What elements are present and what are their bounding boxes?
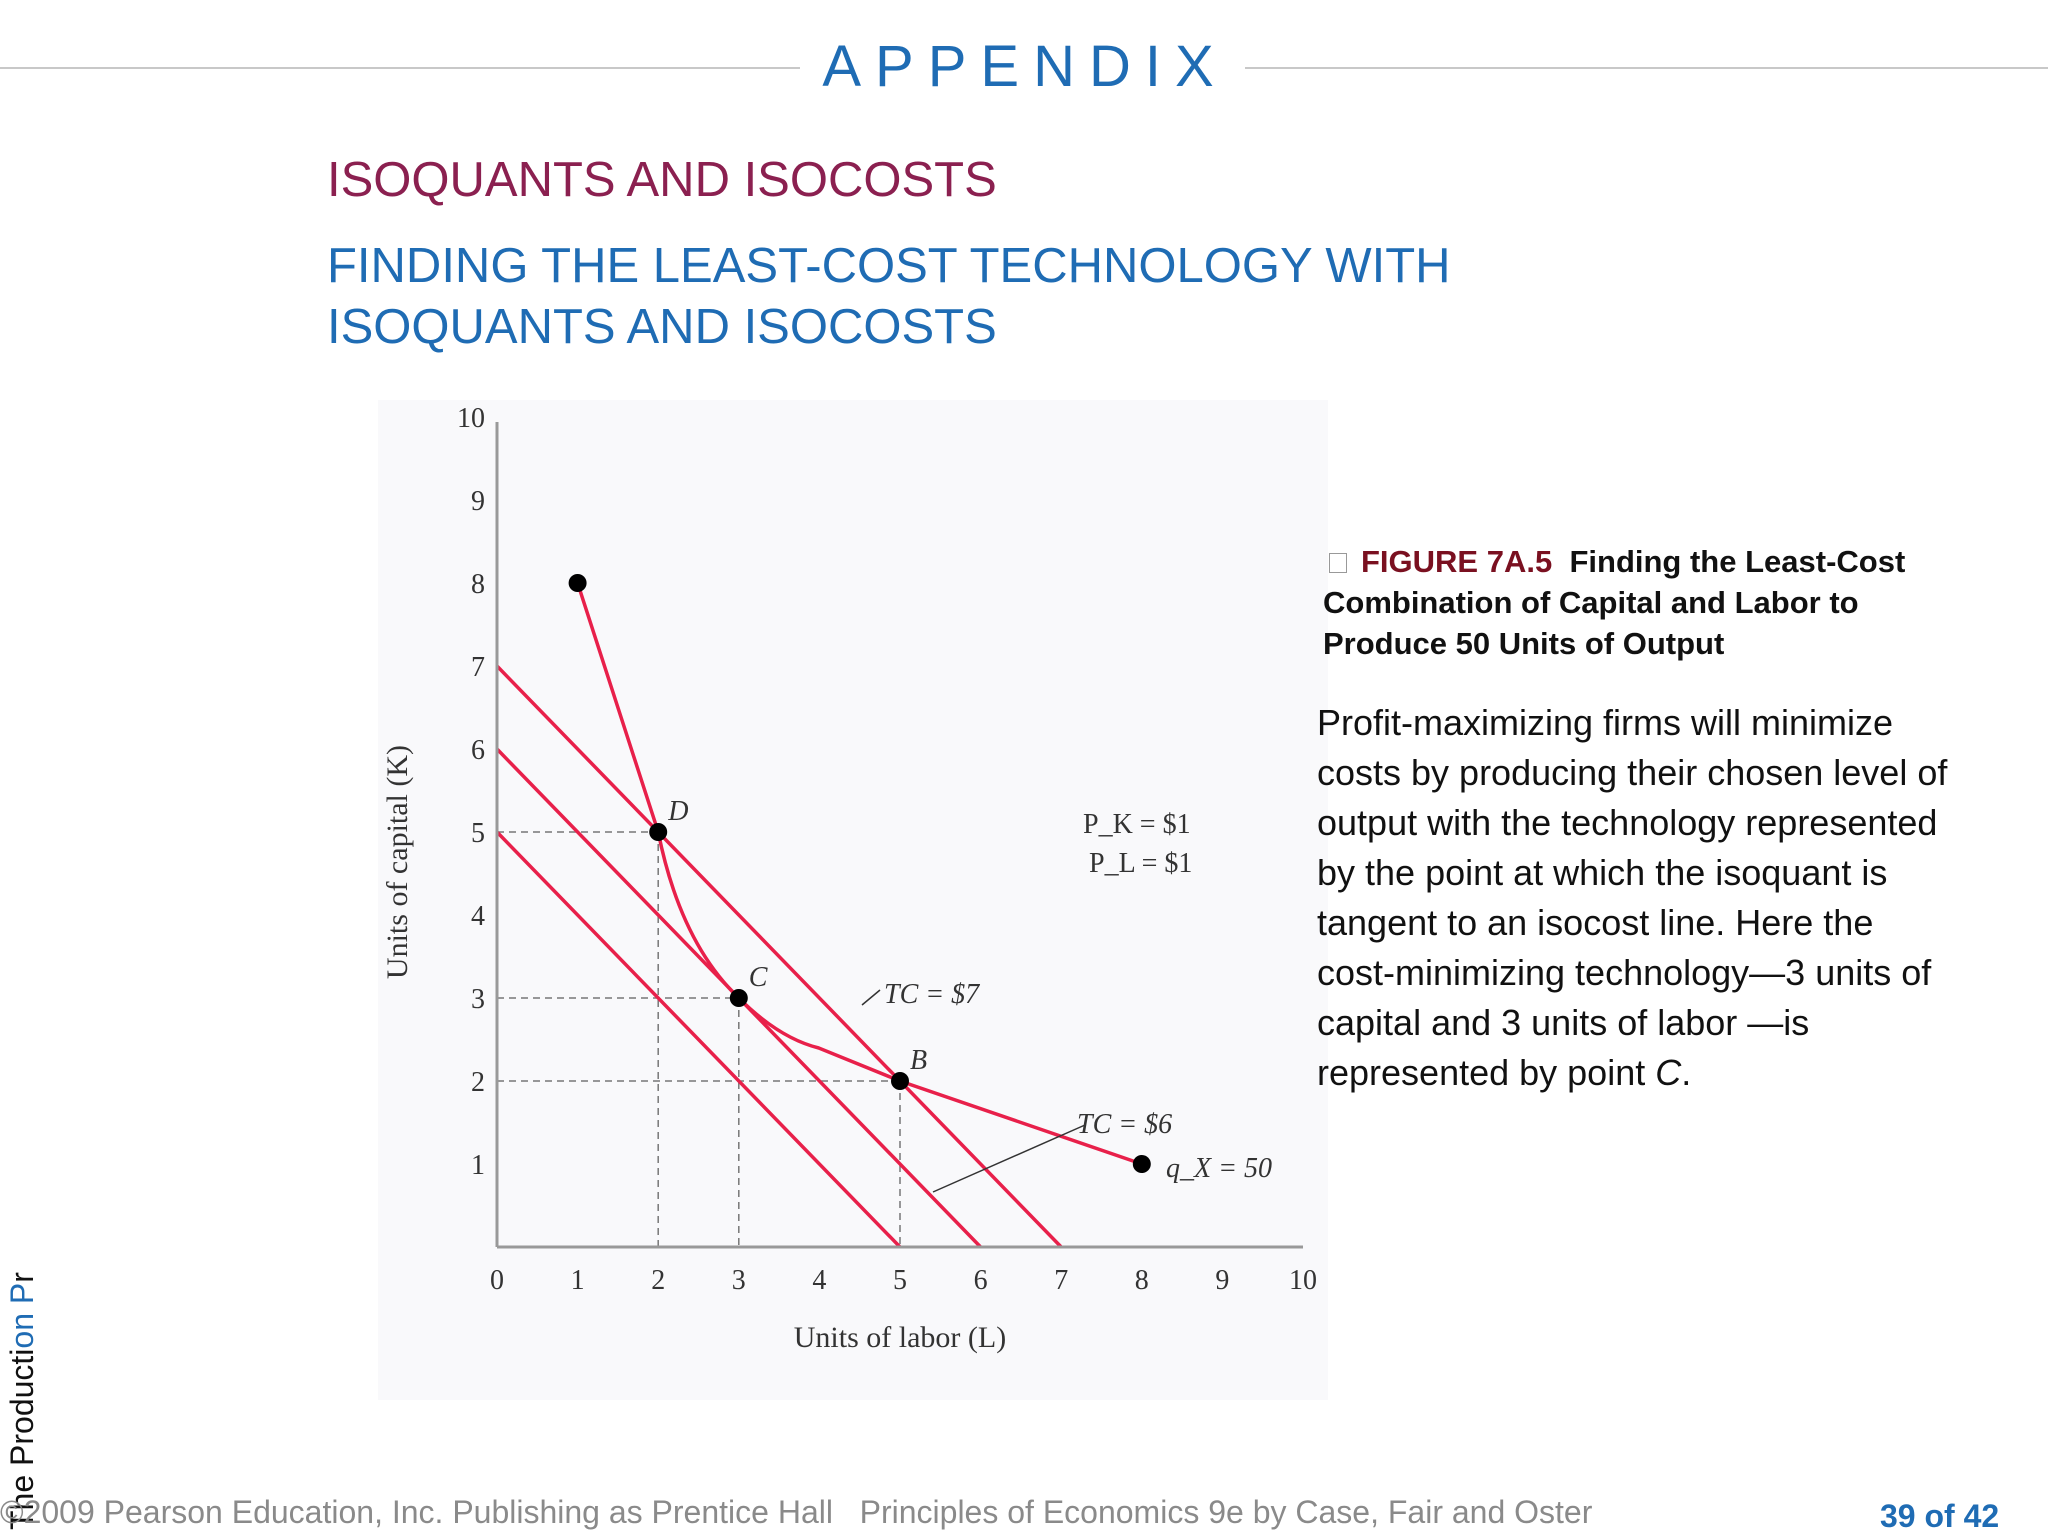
vertical-text-c: r xyxy=(4,1272,40,1283)
isocost-line-7 xyxy=(495,664,1063,1249)
y-tick-label-1: 1 xyxy=(471,1150,485,1181)
x-tick-label-9: 9 xyxy=(1215,1265,1229,1296)
price-capital-label: P_K = $1 xyxy=(1083,809,1191,840)
explanation-text: Profit-maximizing firms will minimize co… xyxy=(1317,698,1957,1098)
price-labor-label: P_L = $1 xyxy=(1089,848,1192,879)
y-tick-label-2: 2 xyxy=(471,1067,485,1098)
explanation-point-label: C xyxy=(1655,1052,1682,1093)
tc7-label: TC = $7 xyxy=(884,979,980,1010)
header-rule-right xyxy=(1245,67,2048,69)
checkbox-icon xyxy=(1329,553,1347,573)
chart-annotations: P_K = $1 P_L = $1 TC = $7 TC = $6 q_X = 50 xyxy=(861,809,1272,1193)
isoquant-isocost-chart: 0 1 2 3 4 5 6 7 8 9 10 1 2 3 4 5 6 7 8 9 10 Units of labor (L… xyxy=(381,403,1317,1354)
slide-subtitle: FINDING THE LEAST-COST TECHNOLOGY WITH I… xyxy=(327,236,1627,358)
y-tick-label-5: 5 xyxy=(471,818,485,849)
isoquant-point-3 xyxy=(891,1072,909,1090)
point-label-C: C xyxy=(749,962,768,993)
x-tick-label-1: 1 xyxy=(571,1265,585,1296)
x-tick-label-6: 6 xyxy=(974,1265,988,1296)
page-number: 39 of 42 xyxy=(1880,1498,2000,1534)
x-tick-label-5: 5 xyxy=(893,1265,907,1296)
vertical-text-b: on P xyxy=(4,1282,40,1349)
footer-copyright: ©2009 Pearson Education, Inc. Publishing… xyxy=(0,1494,833,1530)
y-tick-label-8: 8 xyxy=(471,569,485,600)
y-tick-label-10: 10 xyxy=(457,403,485,434)
x-tick-label-7: 7 xyxy=(1054,1265,1068,1296)
x-tick-label-2: 2 xyxy=(651,1265,665,1296)
explanation-text-end: . xyxy=(1681,1052,1692,1093)
isoquant-point-4 xyxy=(1132,1155,1151,1173)
page-header-title: APPENDIX xyxy=(822,34,1228,99)
subtitle-line-1: FINDING THE LEAST-COST TECHNOLOGY WITH xyxy=(327,239,1451,293)
x-tick-label-8: 8 xyxy=(1135,1265,1149,1296)
y-tick-label-6: 6 xyxy=(471,735,485,766)
figure-caption: FIGURE 7A.5 Finding the Least-Cost Combi… xyxy=(1323,541,1963,664)
tc6-label: TC = $6 xyxy=(1077,1109,1172,1140)
isoquant-curve xyxy=(575,582,1143,1166)
y-tick-label-9: 9 xyxy=(471,486,485,517)
isoquant-point-2 xyxy=(729,989,748,1007)
y-tick-label-4: 4 xyxy=(471,901,485,932)
subtitle-line-2: ISOQUANTS AND ISOCOSTS xyxy=(327,300,997,354)
isoquant-path xyxy=(575,582,1143,1166)
chart-axes xyxy=(495,422,1303,1249)
y-tick-label-3: 3 xyxy=(471,984,485,1015)
point-label-D: D xyxy=(667,796,688,827)
isoquant-point-0 xyxy=(568,574,587,592)
footer-book-title: Principles of Economics 9e by Case, Fair… xyxy=(859,1494,1593,1530)
x-tick-label-0: 0 xyxy=(490,1265,504,1296)
isoquant-label: q_X = 50 xyxy=(1166,1153,1272,1184)
chart-background xyxy=(378,400,1328,1400)
y-tick-label-7: 7 xyxy=(471,652,485,683)
chart-points: D C B xyxy=(568,574,1151,1173)
point-label-B: B xyxy=(910,1045,927,1076)
x-tick-label-4: 4 xyxy=(812,1265,826,1296)
isocost-lines xyxy=(495,664,1063,1249)
figure-title: Finding the Least-Cost Combination of Ca… xyxy=(1323,544,1906,661)
tc7-leader xyxy=(861,989,881,1006)
section-title: ISOQUANTS AND ISOCOSTS xyxy=(327,153,997,207)
header-rule-left xyxy=(0,67,800,69)
footer: ©2009 Pearson Education, Inc. Publishing… xyxy=(0,1492,1592,1532)
x-axis-label: Units of labor (L) xyxy=(794,1321,1006,1354)
x-tick-label-10: 10 xyxy=(1289,1265,1317,1296)
explanation-text-main: Profit-maximizing firms will minimize co… xyxy=(1317,702,1948,1093)
isoquant-point-1 xyxy=(649,823,668,841)
y-axis-label: Units of capital (K) xyxy=(381,745,414,979)
tc6-leader xyxy=(932,1124,1086,1193)
isocost-line-5 xyxy=(495,830,902,1249)
dashed-guides xyxy=(497,831,901,1247)
x-tick-label-3: 3 xyxy=(732,1265,746,1296)
figure-number: FIGURE 7A.5 xyxy=(1361,544,1553,579)
tick-labels: 0 1 2 3 4 5 6 7 8 9 10 1 2 3 4 5 6 7 8 9 10 Units of labor (L… xyxy=(381,403,1317,1354)
